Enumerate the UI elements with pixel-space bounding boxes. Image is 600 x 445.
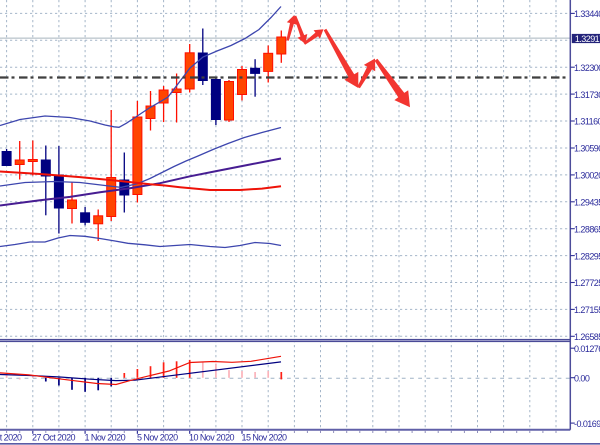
svg-text:1.26585: 1.26585 bbox=[574, 332, 600, 342]
svg-text:-0.01696: -0.01696 bbox=[574, 419, 600, 429]
svg-text:22 Oct 2020: 22 Oct 2020 bbox=[0, 433, 22, 443]
svg-text:1.31730: 1.31730 bbox=[574, 90, 600, 100]
svg-text:5 Nov 2020: 5 Nov 2020 bbox=[137, 433, 178, 443]
svg-text:15 Nov 2020: 15 Nov 2020 bbox=[242, 433, 288, 443]
svg-text:1.33440: 1.33440 bbox=[574, 9, 600, 19]
svg-text:1.28865: 1.28865 bbox=[574, 224, 600, 234]
svg-text:1 Nov 2020: 1 Nov 2020 bbox=[85, 433, 126, 443]
svg-text:1.27725: 1.27725 bbox=[574, 278, 600, 288]
svg-text:0.00: 0.00 bbox=[574, 373, 590, 383]
svg-text:27 Oct 2020: 27 Oct 2020 bbox=[32, 433, 76, 443]
svg-text:1.28295: 1.28295 bbox=[574, 251, 600, 261]
svg-text:1.30020: 1.30020 bbox=[574, 171, 600, 181]
svg-text:1.30590: 1.30590 bbox=[574, 144, 600, 154]
svg-text:0.01276: 0.01276 bbox=[574, 344, 600, 354]
svg-text:1.32300: 1.32300 bbox=[574, 63, 600, 73]
svg-text:1.31160: 1.31160 bbox=[574, 117, 600, 127]
svg-text:1.27155: 1.27155 bbox=[574, 305, 600, 315]
svg-text:1.29435: 1.29435 bbox=[574, 198, 600, 208]
svg-text:10 Nov 2020: 10 Nov 2020 bbox=[189, 433, 235, 443]
svg-text:1.32917: 1.32917 bbox=[575, 34, 600, 44]
